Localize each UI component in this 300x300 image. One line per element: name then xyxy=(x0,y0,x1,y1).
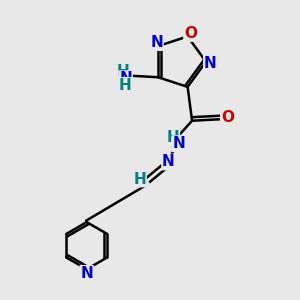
Text: H: H xyxy=(167,130,179,145)
Text: H: H xyxy=(133,172,146,187)
Text: N: N xyxy=(150,35,163,50)
Text: H: H xyxy=(119,78,131,93)
Text: N: N xyxy=(119,71,132,86)
Text: H: H xyxy=(116,64,129,80)
Text: N: N xyxy=(80,266,93,281)
Text: O: O xyxy=(184,26,197,41)
Text: N: N xyxy=(162,154,175,169)
Text: N: N xyxy=(172,136,185,151)
Text: O: O xyxy=(221,110,234,125)
Text: N: N xyxy=(204,56,217,70)
